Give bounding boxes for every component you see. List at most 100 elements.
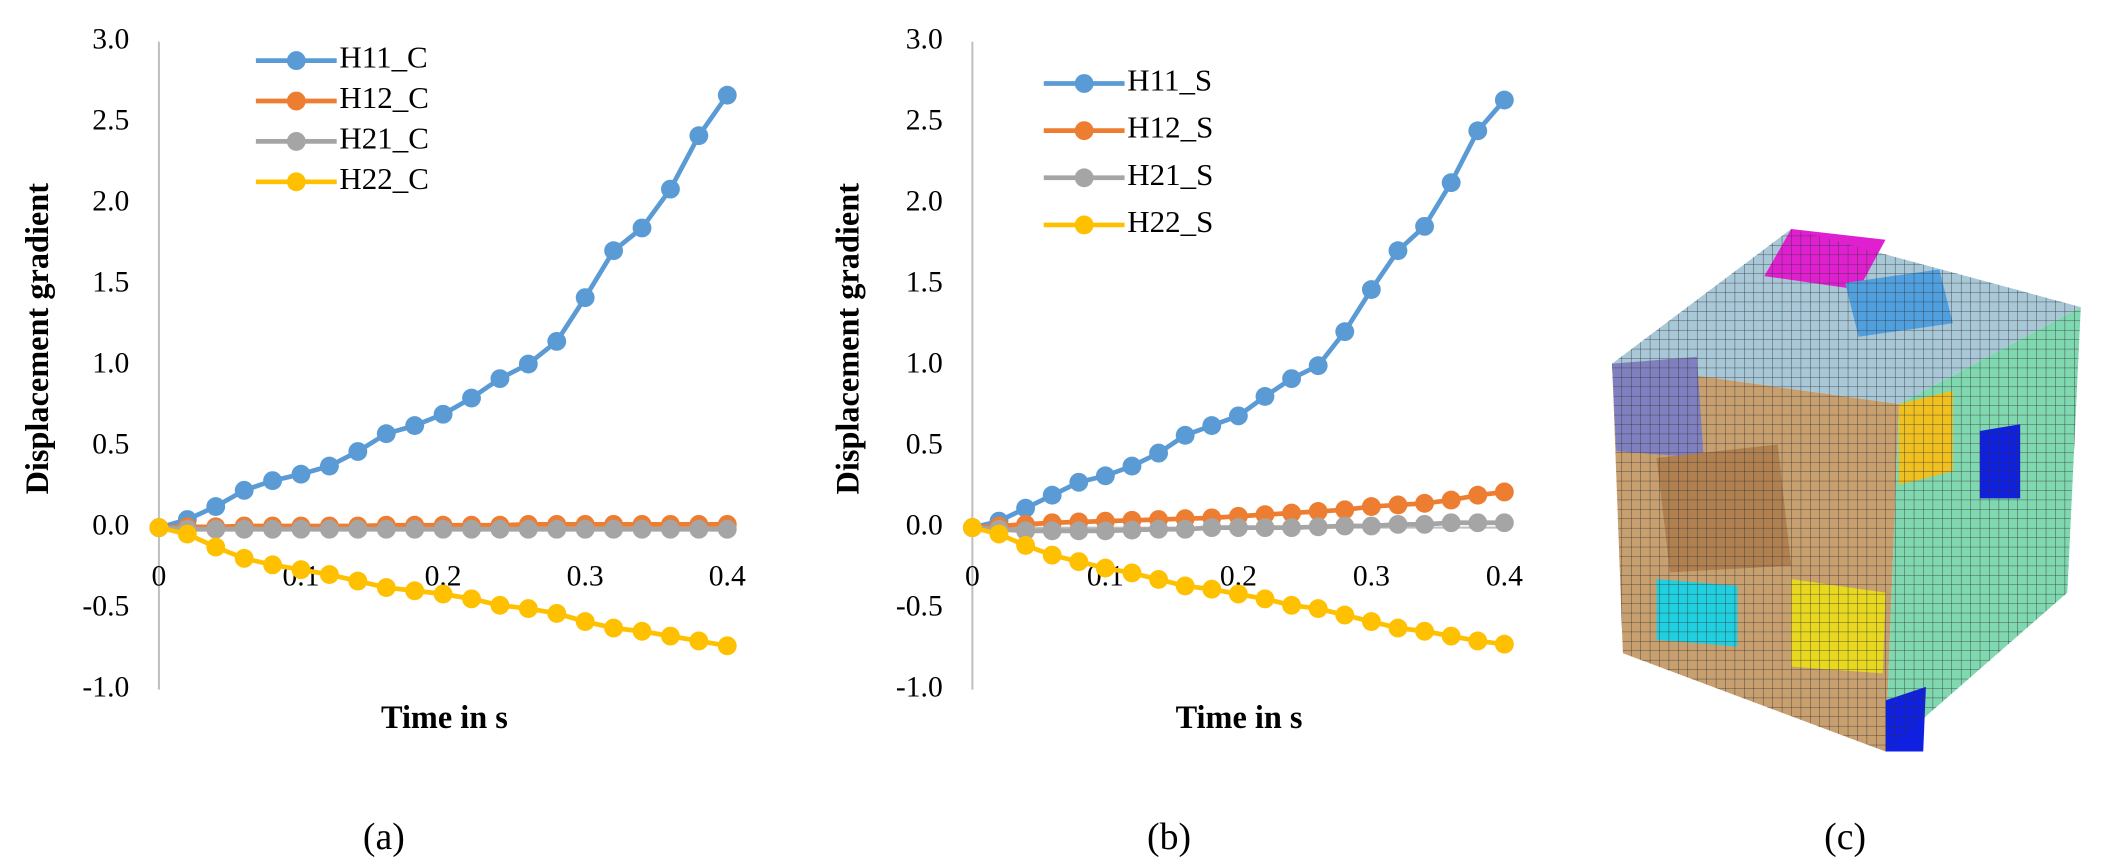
data-point: [263, 555, 283, 575]
data-point: [405, 581, 425, 601]
data-point: [234, 480, 254, 500]
data-point: [1415, 621, 1434, 641]
data-point: [1361, 516, 1381, 536]
y-tick-label: 0.5: [906, 428, 943, 460]
y-tick-label: 1.5: [906, 266, 943, 298]
y-tick-label: -1.0: [896, 671, 943, 703]
data-point: [1095, 466, 1115, 486]
x-tick-label: 0: [965, 561, 980, 593]
data-point: [405, 519, 425, 539]
x-axis-label: Time in s: [381, 699, 508, 735]
y-tick-label: 1.0: [906, 347, 943, 379]
data-point: [1335, 605, 1355, 625]
data-point: [291, 519, 311, 539]
data-point: [1069, 521, 1089, 541]
data-point: [1415, 216, 1434, 236]
data-point: [1149, 443, 1169, 463]
data-point: [632, 218, 652, 238]
data-point: [1494, 513, 1514, 533]
data-point: [462, 589, 481, 609]
data-point: [376, 424, 396, 444]
panel-label: (c): [1824, 816, 1866, 858]
data-point: [1441, 173, 1461, 193]
data-point: [376, 578, 396, 597]
data-point: [1388, 495, 1408, 515]
data-point: [177, 524, 197, 544]
data-point: [661, 179, 680, 199]
data-point: [1042, 485, 1062, 505]
y-tick-label: 0.0: [92, 509, 129, 541]
data-point: [1335, 500, 1355, 520]
data-point: [689, 126, 709, 146]
data-point: [1175, 576, 1195, 596]
data-point: [376, 519, 396, 539]
y-tick-label: 2.0: [92, 186, 129, 218]
data-point: [1042, 545, 1062, 565]
data-point: [263, 519, 283, 539]
data-point: [1016, 498, 1036, 518]
y-tick-label: 2.0: [906, 186, 943, 218]
legend-label: H11_C: [339, 40, 427, 75]
data-point: [1468, 513, 1488, 533]
legend-marker: [286, 172, 306, 192]
data-point: [433, 584, 453, 604]
data-point: [575, 519, 595, 539]
data-point: [1282, 518, 1302, 538]
data-point: [348, 442, 368, 461]
data-point: [1361, 497, 1381, 516]
data-point: [1335, 516, 1355, 536]
data-point: [490, 519, 510, 539]
data-point: [319, 565, 339, 585]
series: [149, 518, 737, 656]
series-line: [158, 93, 730, 530]
x-tick-label: 0.3: [1353, 561, 1390, 593]
data-point: [206, 537, 226, 557]
data-point: [661, 626, 680, 646]
legend-label: H21_C: [339, 121, 428, 156]
data-point: [1388, 618, 1408, 638]
data-point: [462, 388, 481, 408]
legend-marker: [286, 131, 306, 151]
data-point: [1069, 472, 1089, 492]
data-point: [1202, 416, 1222, 436]
legend-label: H11_S: [1127, 63, 1212, 98]
y-tick-label: 2.5: [906, 105, 943, 137]
data-point: [1415, 493, 1434, 513]
data-point: [1361, 280, 1381, 299]
legend-marker: [1074, 168, 1094, 188]
data-point: [319, 456, 339, 476]
mesh-top: [1612, 228, 2081, 405]
data-point: [1282, 369, 1302, 389]
series-line: [971, 98, 1507, 530]
data-point: [717, 85, 737, 105]
y-tick-label: 1.5: [92, 266, 129, 298]
data-point: [1202, 579, 1222, 599]
data-point: [1361, 612, 1381, 631]
legend-marker: [1074, 215, 1094, 235]
data-point: [1388, 241, 1408, 261]
x-tick-label: 0: [152, 561, 167, 593]
data-point: [1255, 518, 1275, 538]
data-point: [1415, 514, 1434, 534]
y-tick-label: 0.0: [906, 509, 943, 541]
data-point: [1388, 514, 1408, 534]
y-tick-label: 2.5: [92, 105, 129, 137]
data-point: [1149, 519, 1169, 539]
data-point: [319, 519, 339, 539]
data-point: [1494, 634, 1514, 654]
data-point: [604, 519, 624, 539]
x-tick-label: 0.4: [1486, 561, 1523, 593]
x-tick-label: 0.4: [709, 561, 746, 593]
data-point: [1122, 520, 1142, 540]
x-tick-label: 0.3: [567, 561, 604, 593]
mesh-right: [1885, 307, 2081, 752]
data-point: [518, 519, 538, 539]
y-axis-label: Displacement gradient: [830, 183, 866, 495]
legend-label: H22_C: [339, 161, 428, 196]
data-point: [1308, 356, 1328, 376]
data-point: [1175, 519, 1195, 539]
data-point: [1282, 595, 1302, 615]
data-point: [575, 612, 595, 631]
data-point: [348, 519, 368, 539]
series: [962, 518, 1514, 654]
